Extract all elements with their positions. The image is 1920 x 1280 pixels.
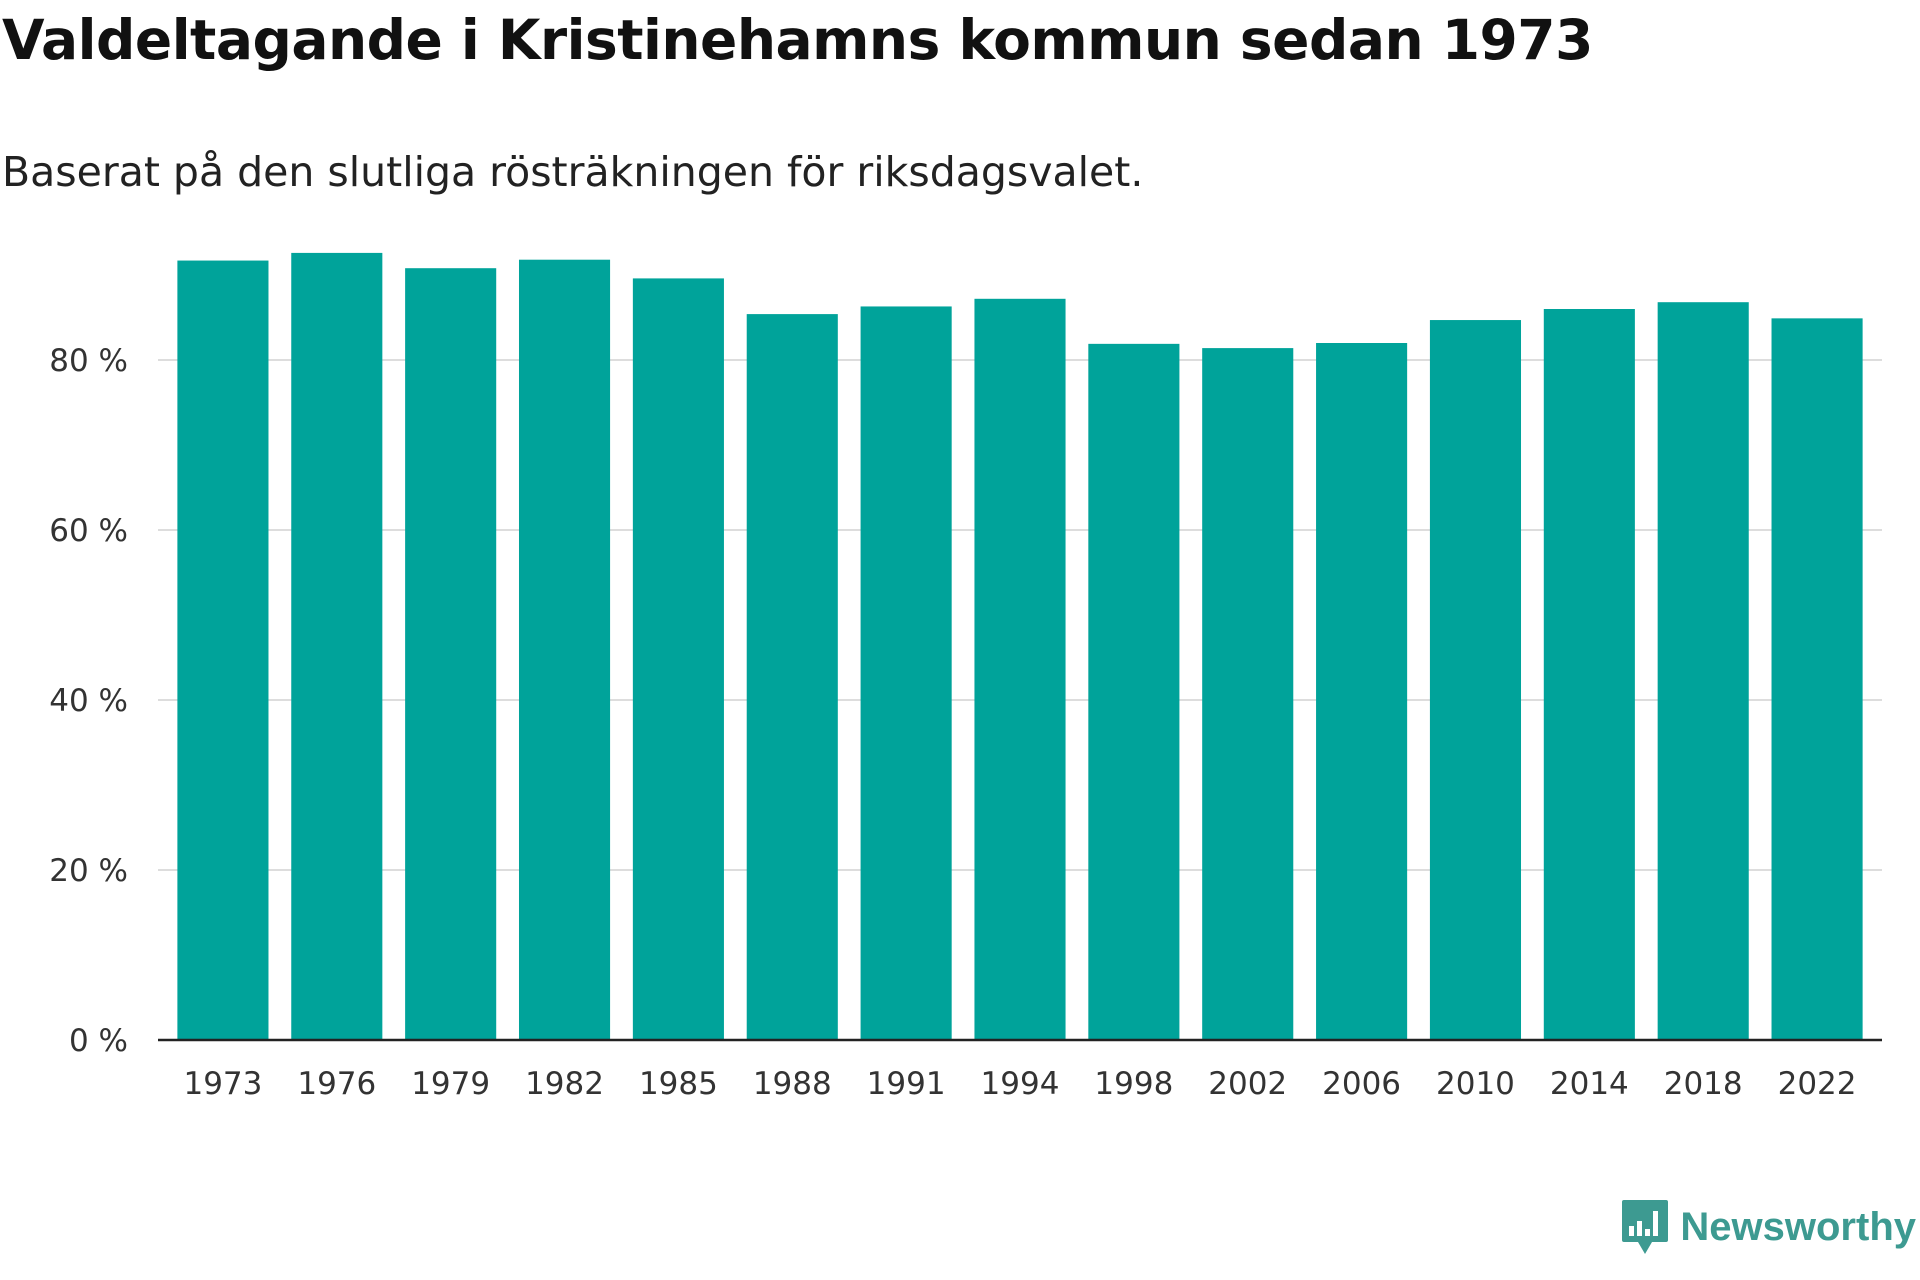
x-tick-label: 1988 bbox=[753, 1066, 832, 1102]
newsworthy-logo-icon bbox=[1622, 1200, 1669, 1254]
bar-1998 bbox=[1088, 343, 1180, 1041]
bars bbox=[177, 252, 1863, 1041]
bar-2010 bbox=[1429, 320, 1522, 1040]
x-tick-label: 1982 bbox=[525, 1066, 604, 1102]
x-tick-label: 1994 bbox=[981, 1066, 1060, 1102]
axes: 0 % 20 % 40 % 60 % 80 % 1973 1976 1979 1982 1985 1… bbox=[49, 343, 1882, 1102]
bar-2022 bbox=[1771, 318, 1863, 1041]
bar-1985 bbox=[632, 278, 724, 1040]
bar-2006 bbox=[1316, 343, 1408, 1040]
brand-logo: Newsworthy bbox=[1620, 1198, 1916, 1256]
x-tick-label: 1991 bbox=[867, 1066, 946, 1102]
y-tick-label: 60 % bbox=[49, 513, 128, 549]
brand-name: Newsworthy bbox=[1680, 1204, 1916, 1249]
bar-1979 bbox=[405, 268, 497, 1040]
bar-2018 bbox=[1657, 302, 1749, 1040]
bar-1988 bbox=[746, 314, 838, 1041]
y-tick-label: 20 % bbox=[49, 853, 128, 889]
y-tick-label: 0 % bbox=[69, 1023, 128, 1059]
chart-subtitle: Baserat på den slutliga rösträkningen fö… bbox=[2, 148, 1144, 196]
bar-1973 bbox=[177, 260, 269, 1040]
x-tick-label: 2018 bbox=[1664, 1066, 1743, 1102]
x-tick-label: 1998 bbox=[1094, 1066, 1173, 1102]
x-tick-label: 2022 bbox=[1778, 1066, 1857, 1102]
x-tick-label: 1979 bbox=[411, 1066, 490, 1102]
bar-1982 bbox=[518, 259, 611, 1040]
x-tick-label: 1976 bbox=[297, 1066, 376, 1102]
bar-1976 bbox=[291, 252, 383, 1040]
bar-2002 bbox=[1202, 348, 1294, 1041]
chart-title: Valdeltagande i Kristinehamns kommun sed… bbox=[2, 8, 1593, 72]
x-tick-label: 2006 bbox=[1322, 1066, 1401, 1102]
bar-2014 bbox=[1543, 309, 1635, 1040]
y-tick-label: 80 % bbox=[49, 343, 128, 379]
x-tick-label: 1985 bbox=[639, 1066, 718, 1102]
x-tick-label: 2014 bbox=[1550, 1066, 1629, 1102]
x-tick-label: 2010 bbox=[1436, 1066, 1515, 1102]
bar-1991 bbox=[860, 306, 952, 1040]
bar-1994 bbox=[974, 298, 1066, 1040]
x-tick-label: 2002 bbox=[1208, 1066, 1287, 1102]
y-tick-label: 40 % bbox=[49, 683, 128, 719]
x-tick-label: 1973 bbox=[183, 1066, 262, 1102]
